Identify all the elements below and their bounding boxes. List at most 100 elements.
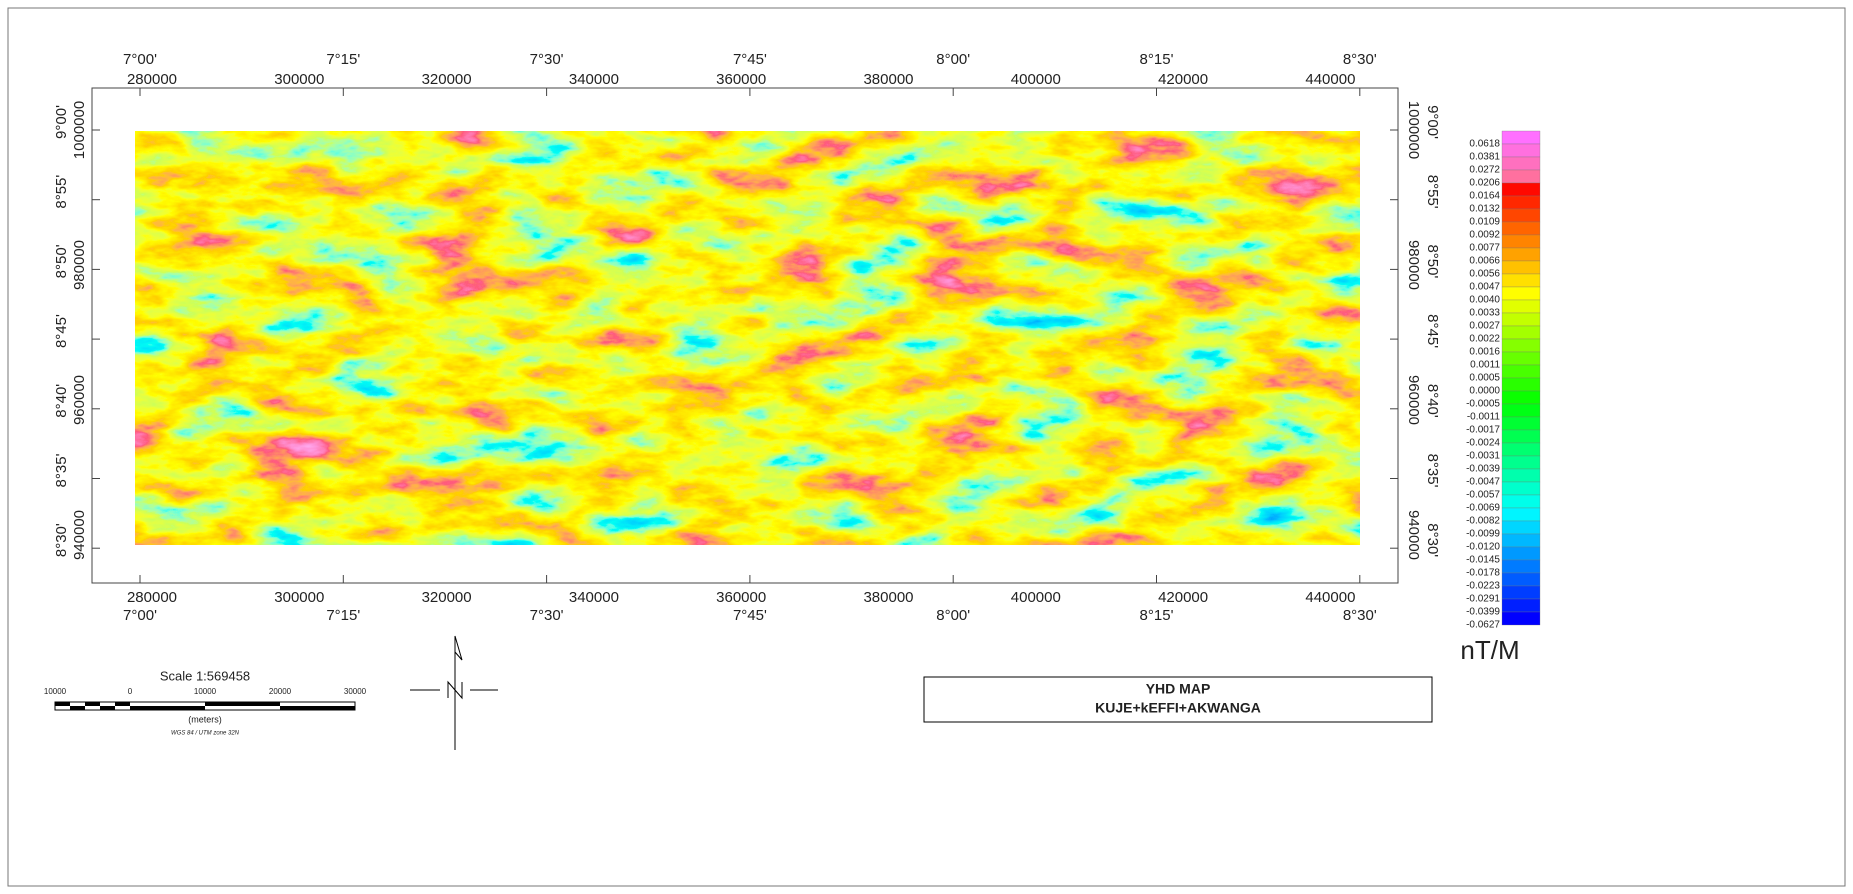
right-northing: 980000 (1405, 240, 1422, 290)
legend-label: -0.0223 (1466, 581, 1500, 592)
bottom-easting: 400000 (1011, 589, 1061, 606)
legend-swatch (1502, 612, 1540, 625)
scale-bar (55, 702, 355, 710)
right-latitude: 8°35' (1424, 454, 1441, 488)
legend-label: -0.0291 (1466, 594, 1500, 605)
map-title: YHD MAP (1146, 681, 1211, 697)
legend-swatch (1502, 430, 1540, 443)
legend-unit: nT/M (1460, 635, 1519, 665)
legend-label: 0.0109 (1469, 217, 1500, 228)
legend-swatch (1502, 521, 1540, 534)
bottom-easting: 300000 (274, 589, 324, 606)
legend-label: -0.0017 (1466, 425, 1500, 436)
right-latitude: 8°40' (1424, 384, 1441, 418)
top-easting: 400000 (1011, 71, 1061, 88)
right-latitude: 9°00' (1424, 105, 1441, 139)
legend-label: -0.0039 (1466, 464, 1500, 475)
bottom-longitude: 8°15' (1140, 607, 1174, 624)
bottom-easting: 320000 (422, 589, 472, 606)
left-northing: 940000 (71, 510, 88, 560)
legend-label: 0.0027 (1469, 321, 1500, 332)
top-longitude: 8°00' (936, 51, 970, 68)
legend-swatch (1502, 352, 1540, 365)
legend-label: 0.0011 (1470, 360, 1500, 371)
bottom-longitude: 7°30' (530, 607, 564, 624)
legend-swatch (1502, 391, 1540, 404)
top-easting: 340000 (569, 71, 619, 88)
bottom-longitude: 8°00' (936, 607, 970, 624)
scale-projection: WGS 84 / UTM zone 32N (171, 731, 240, 737)
top-longitude: 7°00' (123, 51, 157, 68)
legend-swatch (1502, 573, 1540, 586)
right-northing: 960000 (1405, 375, 1422, 425)
legend-swatch (1502, 222, 1540, 235)
legend-label: -0.0178 (1466, 568, 1500, 579)
legend-swatch (1502, 261, 1540, 274)
map-page: YHD MAP KUJE+kEFFI+AKWANGA nT/M Scale 1:… (0, 0, 1853, 894)
top-easting: 380000 (863, 71, 913, 88)
legend-swatch (1502, 235, 1540, 248)
right-latitude: 8°30' (1424, 523, 1441, 557)
scale-tick-label: 10000 (44, 687, 67, 696)
bottom-easting: 360000 (716, 589, 766, 606)
bottom-easting: 440000 (1305, 589, 1355, 606)
legend-label: 0.0022 (1469, 334, 1500, 345)
top-longitude: 8°30' (1343, 51, 1377, 68)
legend-label: -0.0082 (1466, 516, 1500, 527)
right-latitude: 8°50' (1424, 244, 1441, 278)
scale-tick-label: 30000 (344, 687, 367, 696)
legend-swatch (1502, 469, 1540, 482)
legend-label: -0.0005 (1466, 399, 1500, 410)
legend-label: -0.0627 (1466, 620, 1500, 631)
legend-swatch (1502, 287, 1540, 300)
legend-label: 0.0056 (1469, 269, 1500, 280)
legend-swatch (1502, 378, 1540, 391)
legend-swatch (1502, 456, 1540, 469)
left-northing: 1000000 (71, 101, 88, 159)
legend-label: 0.0092 (1469, 230, 1500, 241)
legend-swatch (1502, 131, 1540, 144)
legend-label: -0.0047 (1466, 477, 1500, 488)
legend-label: 0.0077 (1469, 243, 1500, 254)
legend-swatch (1502, 209, 1540, 222)
legend-label: 0.0206 (1469, 178, 1500, 189)
top-easting: 360000 (716, 71, 766, 88)
bottom-easting: 280000 (127, 589, 177, 606)
legend-swatch (1502, 508, 1540, 521)
scale-tick-label: 20000 (269, 687, 292, 696)
legend-swatch (1502, 547, 1540, 560)
top-longitude: 7°30' (530, 51, 564, 68)
left-northing: 980000 (71, 240, 88, 290)
legend-label: 0.0618 (1469, 139, 1500, 150)
legend-swatch (1502, 183, 1540, 196)
top-longitude: 8°15' (1140, 51, 1174, 68)
legend-swatch (1502, 157, 1540, 170)
legend-swatch (1502, 534, 1540, 547)
legend-swatch (1502, 495, 1540, 508)
legend-label: 0.0381 (1469, 152, 1500, 163)
legend-swatch (1502, 482, 1540, 495)
bottom-easting: 380000 (863, 589, 913, 606)
legend-label: -0.0057 (1466, 490, 1500, 501)
legend-swatch (1502, 365, 1540, 378)
legend-swatch (1502, 599, 1540, 612)
legend-swatch (1502, 326, 1540, 339)
bottom-longitude: 7°45' (733, 607, 767, 624)
legend-label: 0.0000 (1469, 386, 1500, 397)
left-latitude: 9°00' (53, 105, 70, 139)
map-raster (135, 131, 1360, 545)
bottom-longitude: 8°30' (1343, 607, 1377, 624)
bottom-longitude: 7°00' (123, 607, 157, 624)
left-latitude: 8°55' (53, 175, 70, 209)
right-latitude: 8°45' (1424, 314, 1441, 348)
legend-label: 0.0005 (1469, 373, 1500, 384)
right-northing: 940000 (1405, 510, 1422, 560)
top-easting: 300000 (274, 71, 324, 88)
legend-swatch (1502, 196, 1540, 209)
legend-label: 0.0272 (1469, 165, 1500, 176)
bottom-easting: 420000 (1158, 589, 1208, 606)
top-easting: 420000 (1158, 71, 1208, 88)
legend-label: 0.0047 (1469, 282, 1500, 293)
legend-swatch (1502, 586, 1540, 599)
legend-swatch (1502, 313, 1540, 326)
